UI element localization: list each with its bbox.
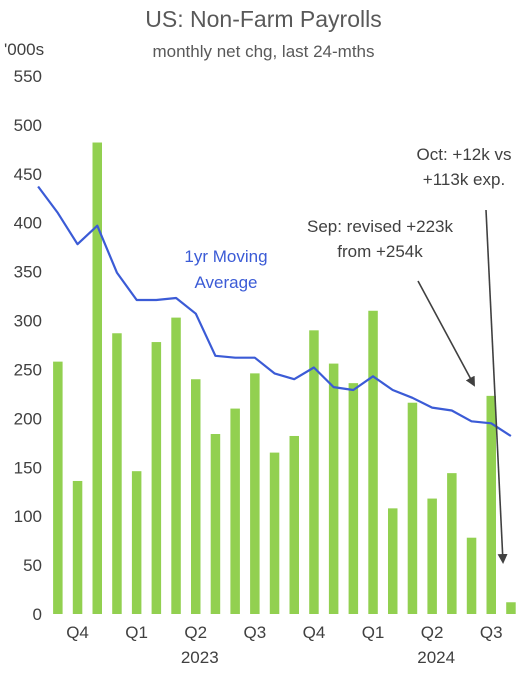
y-tick-label: 200: [14, 409, 42, 428]
payroll-bar: [427, 498, 437, 614]
moving-average-series: [37, 185, 512, 437]
y-tick-label: 350: [14, 263, 42, 282]
y-tick-label: 100: [14, 507, 42, 526]
y-tick-label: 400: [14, 214, 42, 233]
moving-average-label: 1yr Moving: [184, 247, 267, 266]
sep-annotation-text: Sep: revised +223k: [307, 217, 454, 236]
payroll-bar: [230, 408, 240, 614]
bar-series: [53, 142, 516, 614]
payroll-bar: [388, 508, 398, 614]
sep-annotation-text: from +254k: [337, 242, 423, 261]
payroll-bar: [131, 471, 142, 614]
x-year-label: 2023: [181, 648, 219, 667]
x-quarter-label: Q2: [421, 623, 444, 642]
x-year-label: 2024: [417, 648, 455, 667]
chart-title: US: Non-Farm Payrolls: [145, 6, 382, 32]
y-tick-label: 500: [14, 116, 42, 135]
payroll-bar: [407, 402, 418, 614]
y-tick-label: 50: [23, 556, 42, 575]
payroll-bar: [368, 310, 378, 614]
x-quarter-label: Q1: [125, 623, 148, 642]
moving-average-line: [37, 185, 512, 437]
y-axis-ticks: 0 50 100 150 200 250 300 350 400 450 500 550: [14, 67, 42, 624]
payroll-bar: [309, 330, 319, 614]
x-quarter-label: Q2: [184, 623, 207, 642]
payroll-bar: [486, 395, 496, 614]
x-quarter-label: Q1: [362, 623, 385, 642]
x-axis-labels: Q4 Q1 Q2 Q3 Q4 Q1 Q2 Q3 2023 2024: [66, 623, 502, 667]
payroll-bar: [328, 363, 339, 614]
payroll-bar: [191, 379, 201, 614]
oct-annotation-text: +113k exp.: [423, 170, 505, 189]
x-quarter-label: Q4: [303, 623, 326, 642]
payroll-bar: [289, 435, 299, 614]
oct-annotation-arrow: [485, 209, 508, 564]
oct-annotation-text: Oct: +12k vs: [417, 145, 512, 164]
y-tick-label: 300: [14, 312, 42, 331]
y-axis-unit-label: '000s: [4, 40, 45, 59]
y-tick-label: 450: [14, 165, 42, 184]
payroll-bar: [151, 342, 162, 614]
payroll-bar: [348, 383, 359, 614]
y-tick-label: 550: [14, 67, 42, 86]
y-tick-label: 0: [33, 605, 42, 624]
payroll-bar: [447, 473, 457, 614]
payroll-bar: [210, 434, 221, 614]
payroll-bar: [72, 480, 83, 614]
payroll-bar: [171, 317, 181, 614]
payroll-bar: [53, 361, 63, 614]
y-tick-label: 150: [14, 458, 42, 477]
sep-annotation-arrow: [417, 280, 475, 387]
chart-subtitle: monthly net chg, last 24-mths: [152, 42, 375, 61]
y-tick-label: 250: [14, 360, 42, 379]
payroll-bar: [269, 452, 280, 614]
x-quarter-label: Q3: [480, 623, 503, 642]
moving-average-label: Average: [194, 273, 257, 292]
payroll-bar: [112, 333, 122, 614]
x-quarter-label: Q4: [66, 623, 89, 642]
payroll-bar: [92, 142, 102, 614]
annotations: 1yr Moving Average Sep: revised +223k from …: [184, 145, 512, 564]
payroll-bar: [466, 537, 477, 614]
payroll-bar: [506, 602, 516, 614]
x-quarter-label: Q3: [244, 623, 267, 642]
payroll-bar: [250, 373, 260, 614]
